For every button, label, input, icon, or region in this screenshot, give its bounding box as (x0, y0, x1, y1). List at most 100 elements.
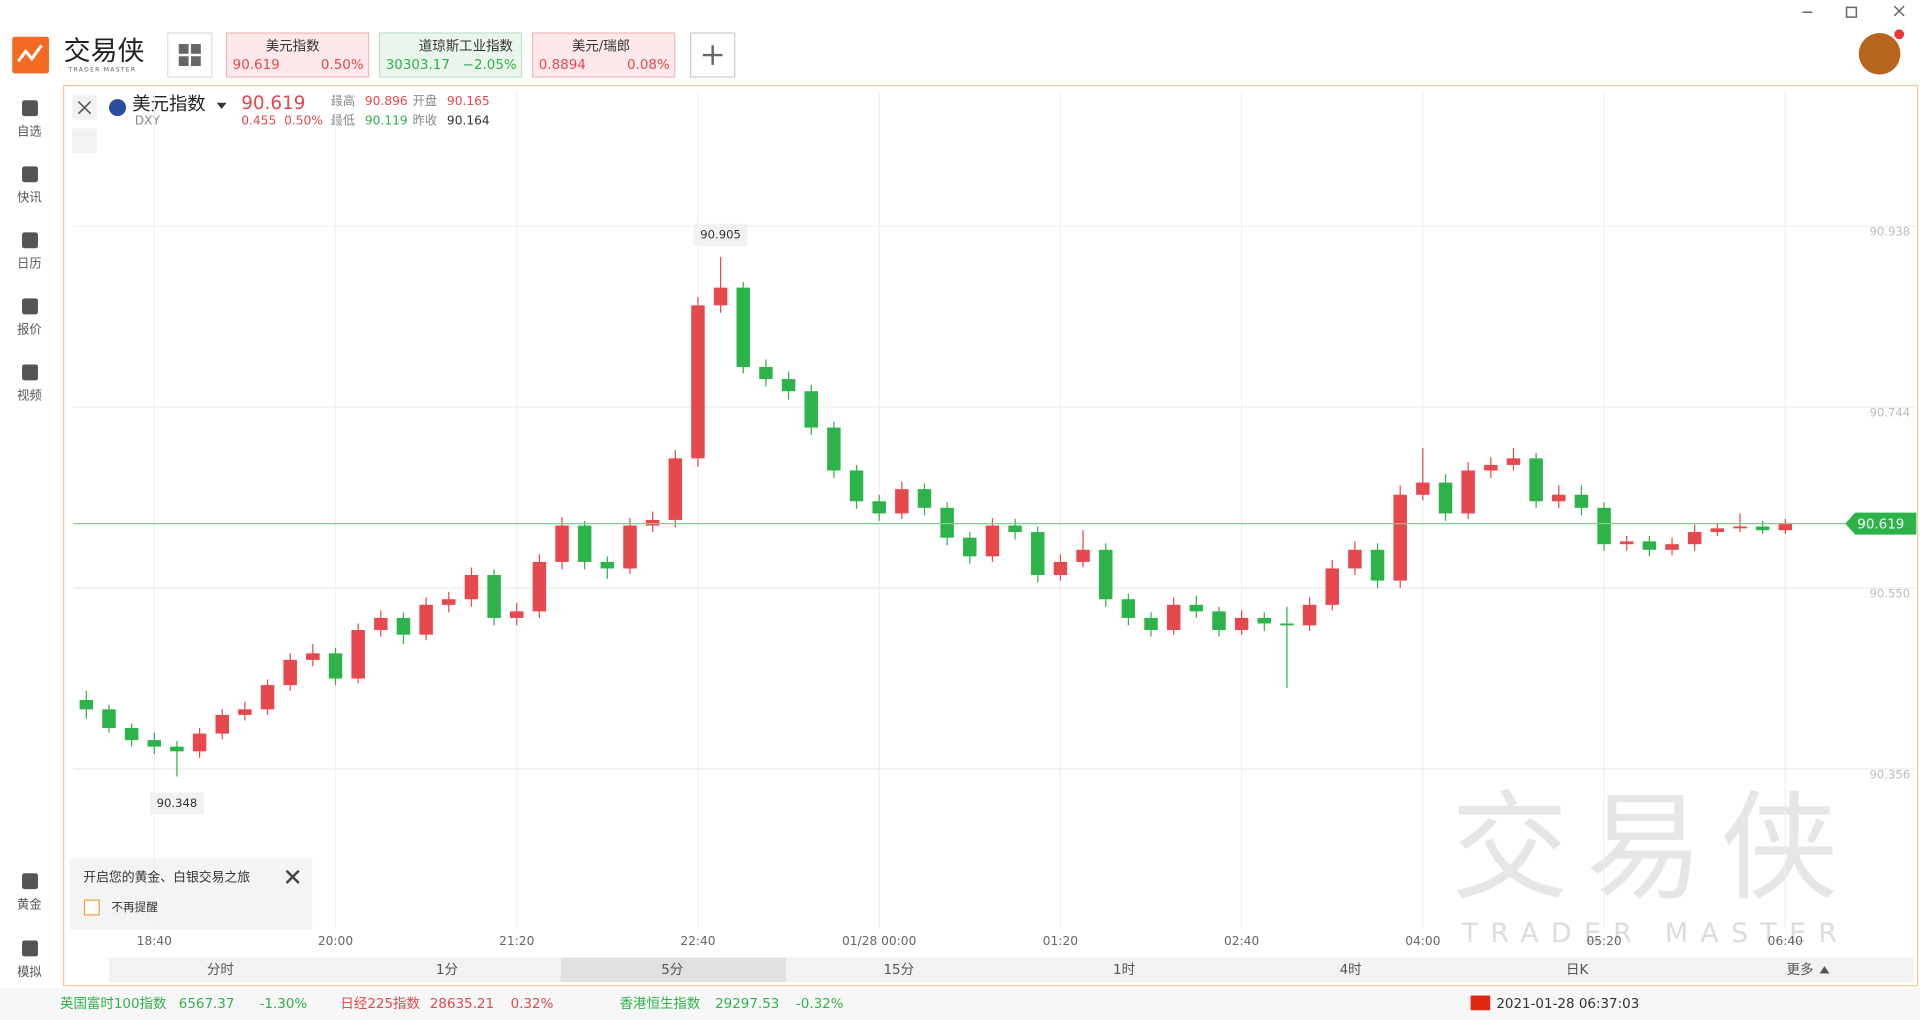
ticker-price: 6567.37 (179, 997, 235, 1012)
y-tick-label: 90.550 (1870, 587, 1911, 601)
candle-body (917, 489, 932, 508)
candle-body (1325, 568, 1339, 605)
candle-body (464, 574, 479, 600)
popup-close[interactable] (285, 869, 300, 884)
candle-body (283, 659, 297, 686)
timeframe-tab[interactable]: 1时 (1113, 962, 1135, 978)
quote-label: 最低 (331, 114, 355, 128)
candle-body (328, 653, 343, 679)
sidebar-item[interactable]: 黄金 (17, 897, 41, 912)
candle-body (940, 507, 954, 538)
flag-icon (108, 99, 127, 117)
sidebar-item[interactable]: 快讯 (17, 191, 41, 205)
annotation-box (693, 223, 748, 246)
candle-body (170, 746, 184, 752)
last-price-label: 90.619 (1857, 517, 1904, 532)
sidebar (0, 83, 59, 989)
candle-body (1166, 604, 1181, 631)
window-controls[interactable] (1802, 5, 1905, 18)
ticker-change: 0.32% (511, 997, 554, 1012)
cn-flag (1470, 995, 1491, 1011)
candle-body (1461, 470, 1475, 514)
sidebar-item[interactable]: 模拟 (17, 965, 41, 979)
candle-body (1098, 549, 1113, 600)
timeframe-tab[interactable]: 5分 (661, 962, 683, 978)
layout-icon (178, 44, 201, 67)
timeframe-tab[interactable]: 1分 (436, 962, 458, 978)
tab-bg[interactable] (378, 32, 523, 78)
candle-body (1302, 604, 1317, 626)
sidebar-icon[interactable] (22, 166, 38, 183)
close-icon (77, 100, 92, 115)
tab-price: 90.619 (233, 58, 280, 73)
candle-body (736, 287, 750, 367)
candle-body (1484, 464, 1498, 471)
x-tick-label: 05:20 (1586, 934, 1621, 948)
shrink-button[interactable] (72, 128, 97, 153)
quote-code: DXY (135, 114, 161, 128)
sidebar-item[interactable]: 自选 (17, 125, 41, 139)
sidebar-item[interactable]: 日历 (17, 257, 41, 271)
candle-body (691, 305, 705, 459)
layout-button[interactable] (167, 32, 213, 78)
tab-bg[interactable] (225, 32, 370, 78)
y-tick-label: 90.938 (1870, 225, 1911, 239)
timeframe-tab[interactable]: 分时 (207, 962, 234, 978)
candle-body (1393, 494, 1407, 581)
candle-body (849, 470, 864, 502)
candle-body (1280, 623, 1294, 626)
quote-label: 最高 (331, 93, 355, 108)
annotation-box (150, 792, 204, 815)
timeframe-tab[interactable]: 日K (1566, 963, 1589, 978)
candle-body (1665, 544, 1679, 550)
candle-body (510, 611, 524, 618)
watermark-sub: TRADER MASTER (1461, 918, 1850, 949)
sidebar-icon[interactable] (22, 364, 38, 381)
popup-text: 开启您的黄金、白银交易之旅 (83, 870, 250, 886)
timeframe-tab[interactable]: 4时 (1340, 962, 1362, 978)
sidebar-icon[interactable] (22, 873, 38, 890)
tab-name: 美元/瑞郎 (572, 38, 630, 54)
candle-body (713, 287, 728, 306)
dropdown-arrow[interactable] (216, 102, 227, 109)
tab-bg[interactable] (532, 32, 676, 78)
candle-body (985, 525, 1000, 557)
sidebar-icon[interactable] (22, 940, 38, 957)
timeframe-tab[interactable]: 15分 (883, 962, 914, 978)
ticker-change: -1.30% (260, 997, 308, 1012)
candle-body (351, 630, 365, 679)
sidebar-item[interactable]: 视频 (17, 388, 41, 403)
candle-body (781, 379, 796, 392)
tab-price: 0.8894 (539, 58, 586, 73)
candle-body (532, 561, 547, 612)
sidebar-icon[interactable] (22, 298, 38, 315)
timeframe-tab[interactable]: 更多 (1787, 961, 1814, 978)
x-tick-label: 01/28 00:00 (842, 934, 916, 948)
timeframe-selected (560, 957, 787, 983)
tab-name: 美元指数 (266, 38, 320, 54)
sidebar-icon[interactable] (22, 232, 38, 249)
sidebar-item[interactable]: 报价 (17, 322, 41, 337)
quote-low: 90.119 (365, 114, 408, 128)
candle-body (827, 427, 841, 471)
candle-body (419, 604, 433, 635)
candle-body (1257, 617, 1272, 624)
quote-label: 开盘 (413, 93, 437, 108)
status-bar (0, 988, 1920, 1020)
candle-body (260, 685, 275, 710)
candle-body (1234, 617, 1249, 631)
popup-checkbox-label[interactable]: 不再提醒 (111, 900, 158, 914)
avatar[interactable] (1858, 33, 1901, 75)
checkbox[interactable] (83, 899, 100, 916)
app-logo-sub: TRADER MASTER (68, 67, 137, 74)
y-tick-label: 90.744 (1870, 406, 1911, 420)
quote-change: 0.455 (241, 114, 276, 128)
candle-body (192, 733, 207, 752)
candle-body (1620, 541, 1634, 545)
candle-body (668, 458, 683, 520)
sidebar-icon[interactable] (22, 100, 38, 117)
candle-body (1189, 604, 1204, 612)
ticker-name: 英国富时100指数 (60, 995, 167, 1012)
candle-body (1438, 482, 1453, 514)
